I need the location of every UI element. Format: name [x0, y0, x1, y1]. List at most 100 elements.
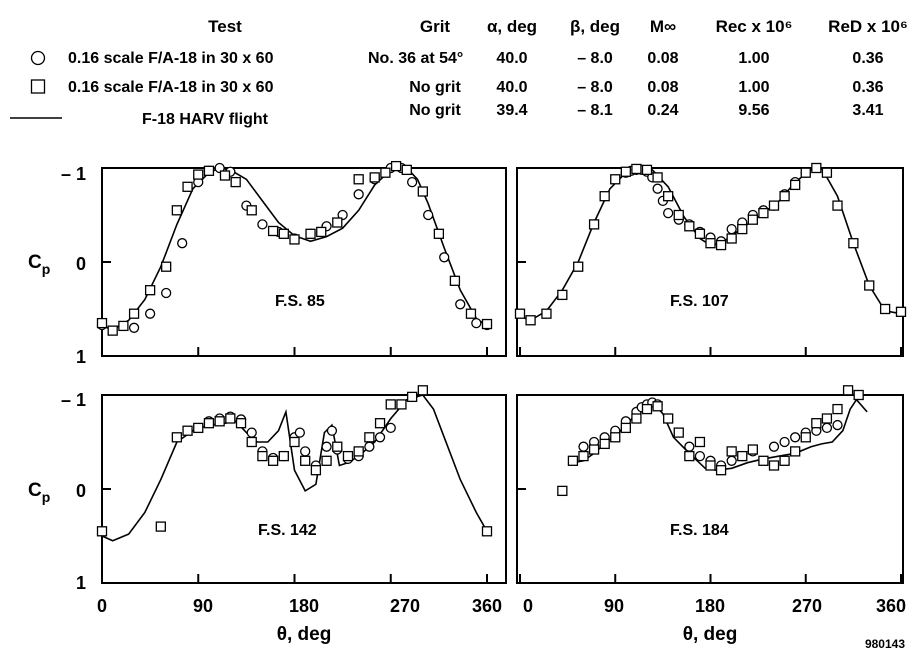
- data-point-square: [673, 427, 684, 438]
- data-point-circle: [455, 299, 466, 310]
- y-axis-bottom: – 1 0 1 Cp: [28, 390, 86, 593]
- data-point-square: [316, 226, 327, 238]
- xtick-label-left-360: 360: [472, 596, 502, 616]
- data-point-square: [144, 285, 156, 296]
- data-point-square: [321, 455, 332, 466]
- data-point-square: [401, 164, 412, 176]
- data-point-square: [726, 446, 737, 457]
- legend-row1-test: 0.16 scale F/A-18 in 30 x 60: [68, 50, 274, 67]
- ytick-label-top-0: 0: [76, 254, 86, 274]
- data-point-square: [610, 432, 621, 443]
- data-point-circle: [779, 436, 790, 448]
- data-point-square: [779, 455, 790, 466]
- data-point-circle: [144, 308, 156, 319]
- data-point-square: [267, 225, 279, 237]
- data-point-square: [481, 318, 493, 330]
- legend-table: Test Grit α, deg β, deg M∞ Rec x 10⁶ ReD…: [10, 17, 908, 128]
- data-point-square: [219, 170, 231, 181]
- ylabel-bottom: Cp: [28, 480, 50, 505]
- panel-fs85: F.S. 85: [96, 160, 507, 357]
- data-point-square: [715, 239, 727, 251]
- data-point-circle: [578, 441, 589, 452]
- data-point-square: [465, 308, 477, 319]
- data-point-square: [278, 450, 289, 462]
- data-point-square: [380, 167, 391, 178]
- data-point-square: [369, 172, 380, 183]
- data-point-square: [578, 450, 589, 462]
- data-point-square: [289, 234, 300, 245]
- data-point-circle: [214, 162, 225, 174]
- legend-circle-marker: [30, 50, 46, 66]
- xtick-label-left-90: 90: [193, 596, 213, 616]
- data-point-square: [300, 455, 311, 466]
- data-point-square: [332, 217, 343, 228]
- xtick-label-right-180: 180: [695, 596, 725, 616]
- data-point-square: [118, 320, 129, 332]
- data-point-square: [694, 228, 706, 239]
- panel-label-fs107: F.S. 107: [670, 293, 729, 310]
- legend-row1-beta: – 8.0: [577, 50, 613, 67]
- legend-header-mach: M∞: [650, 17, 676, 36]
- data-point-circle: [337, 209, 348, 221]
- legend-row2-beta: – 8.0: [577, 79, 613, 96]
- legend-header-alpha: α, deg: [487, 17, 537, 36]
- data-point-square: [631, 413, 642, 424]
- data-point-square: [374, 418, 386, 429]
- panel-label-fs85: F.S. 85: [275, 293, 325, 310]
- data-point-square: [525, 315, 536, 326]
- legend-row2-red: 0.36: [852, 79, 883, 96]
- data-point-square: [842, 385, 854, 396]
- data-point-square: [705, 238, 716, 249]
- legend-row2-alpha: 40.0: [496, 79, 527, 96]
- data-point-square: [864, 280, 875, 291]
- data-point-square: [557, 289, 568, 301]
- panel-fs107: F.S. 107: [514, 162, 907, 357]
- data-point-square: [790, 446, 801, 457]
- data-point-square: [779, 191, 790, 202]
- data-point-square: [390, 160, 402, 172]
- data-point-square: [96, 526, 108, 537]
- data-point-square: [610, 174, 621, 185]
- legend-header-beta: β, deg: [570, 17, 620, 36]
- legend-row3-red: 3.41: [852, 102, 883, 119]
- data-point-circle: [161, 287, 172, 299]
- data-point-circle: [663, 207, 674, 219]
- data-point-square: [514, 308, 526, 319]
- data-point-square: [573, 261, 584, 272]
- data-point-square: [214, 416, 225, 427]
- data-point-square: [832, 403, 843, 415]
- data-point-circle: [439, 252, 450, 263]
- data-point-square: [161, 261, 172, 272]
- figure-id: 980143: [865, 637, 905, 651]
- data-point-circle: [821, 422, 833, 434]
- ytick-label-top-neg1: – 1: [61, 164, 86, 184]
- data-point-circle: [684, 441, 695, 452]
- data-point-square: [853, 389, 864, 401]
- data-point-square: [267, 455, 279, 466]
- data-point-square: [737, 450, 748, 462]
- ytick-label-bottom-0: 0: [76, 481, 86, 501]
- data-point-square: [364, 432, 375, 443]
- legend-row1-mach: 0.08: [647, 50, 678, 67]
- data-point-circle: [385, 422, 396, 434]
- data-point-square: [433, 228, 445, 239]
- legend-row3-test: F-18 HARV flight: [142, 111, 269, 128]
- legend-row1-grit: No. 36 at 54°: [368, 50, 463, 67]
- data-point-square: [246, 205, 257, 216]
- panel-label-fs142: F.S. 142: [258, 522, 317, 539]
- series-line-flight-fs184: [572, 398, 868, 472]
- data-point-circle: [364, 441, 375, 452]
- data-point-square: [289, 436, 300, 448]
- data-point-square: [235, 418, 247, 429]
- legend-header-red: ReD x 10⁶: [828, 17, 908, 36]
- data-point-square: [694, 436, 706, 448]
- data-point-square: [257, 450, 268, 462]
- data-point-circle: [177, 238, 188, 249]
- data-point-square: [385, 399, 396, 410]
- ytick-label-bottom-neg1: – 1: [61, 390, 86, 410]
- data-point-square: [747, 444, 758, 455]
- xtick-label-right-0: 0: [523, 596, 533, 616]
- legend-row2-test: 0.16 scale F/A-18 in 30 x 60: [68, 79, 274, 96]
- panel-fs142: F.S. 142: [96, 385, 507, 584]
- data-point-square: [342, 450, 354, 462]
